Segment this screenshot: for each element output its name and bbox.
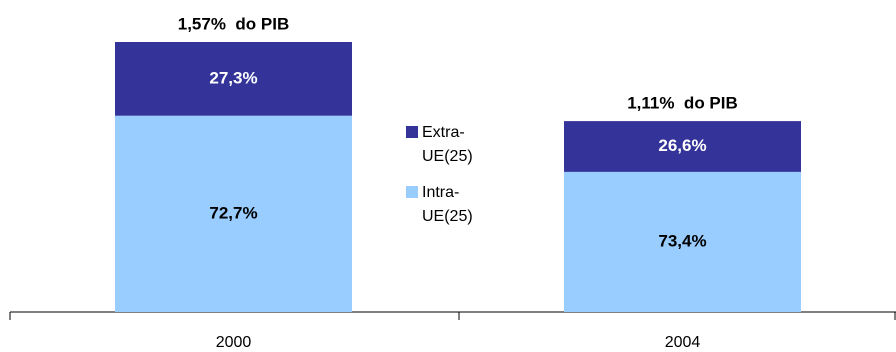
x-tick-label: 2000 [216, 334, 252, 351]
total-label: 1,11% do PIB [627, 94, 738, 113]
legend-swatch [406, 126, 418, 138]
legend-label: Extra-UE(25) [422, 124, 473, 165]
total-label: 1,57% do PIB [178, 14, 289, 33]
bar-segment [564, 171, 801, 312]
data-label: 73,4% [658, 231, 706, 250]
bar-segment [115, 42, 352, 116]
legend-swatch [406, 186, 418, 198]
bar-segment [115, 115, 352, 313]
x-tick-label: 2004 [665, 334, 701, 351]
data-label: 72,7% [209, 203, 257, 222]
bar-segment [564, 121, 801, 172]
data-label: 27,3% [209, 68, 257, 87]
data-label: 26,6% [658, 136, 706, 155]
legend-label: Intra-UE(25) [422, 184, 473, 225]
